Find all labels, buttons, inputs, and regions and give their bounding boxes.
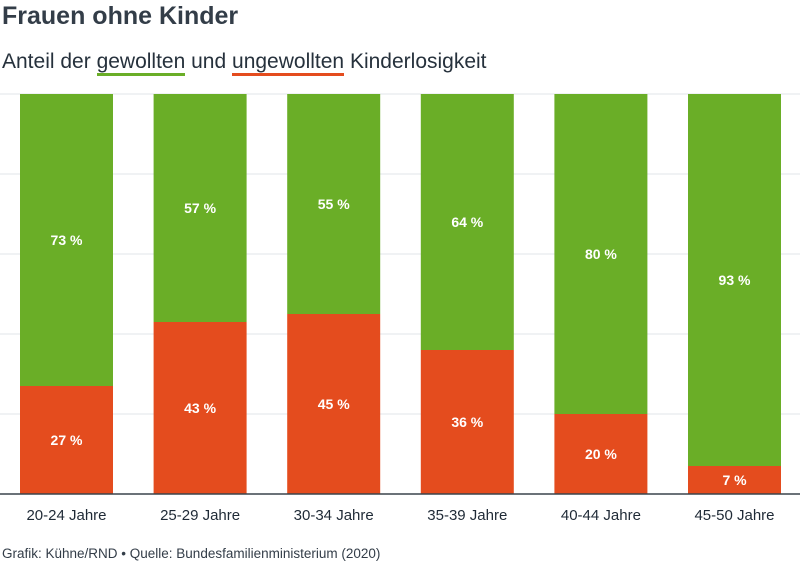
bar-segment-red [20, 386, 113, 494]
bar-segment-red [153, 322, 247, 494]
data-label: 93 % [719, 272, 751, 288]
bar-segment-green [554, 94, 648, 414]
data-label: 27 % [51, 432, 83, 448]
data-label: 43 % [184, 400, 216, 416]
bar-segment-green [688, 94, 781, 466]
x-tick-label: 40-44 Jahre [561, 507, 641, 524]
x-tick-label: 30-34 Jahre [294, 507, 374, 524]
subtitle-suffix: Kinderlosigkeit [344, 50, 487, 73]
bar-segment-red [287, 314, 381, 494]
bar-segment-red [420, 350, 514, 494]
source-credit: Grafik: Kühne/RND • Quelle: Bundesfamili… [2, 546, 381, 561]
subtitle-green-word: gewollten [96, 50, 186, 76]
bar-segment-green [20, 94, 113, 386]
bar-segment-green [420, 94, 514, 350]
x-tick-label: 45-50 Jahre [694, 507, 774, 524]
subtitle-red-word: ungewollten [232, 50, 345, 76]
data-label: 73 % [51, 232, 83, 248]
bar-segment-red [554, 414, 648, 494]
data-label: 45 % [318, 396, 350, 412]
bar-segment-green [287, 94, 381, 314]
stacked-bar-chart: 27 % 73 % 20-24 Jahre 43 % 57 % 25-29 Jahre 45… [0, 93, 800, 524]
subtitle-prefix: Anteil der [2, 50, 97, 73]
data-label: 55 % [318, 196, 350, 212]
bar-segment-green [153, 94, 247, 322]
x-tick-label: 35-39 Jahre [427, 507, 507, 524]
x-tick-label: 25-29 Jahre [160, 507, 240, 524]
data-label: 80 % [585, 246, 617, 262]
data-label: 64 % [451, 214, 483, 230]
data-label: 36 % [451, 414, 483, 430]
subtitle-mid: und [185, 50, 233, 73]
data-label: 57 % [184, 200, 216, 216]
chart-title: Frauen ohne Kinder [2, 2, 239, 30]
x-tick-label: 20-24 Jahre [26, 507, 106, 524]
chart-subtitle: Anteil der gewollten und ungewollten Kin… [2, 50, 487, 76]
data-label: 7 % [722, 472, 747, 488]
bar-segment-red [688, 466, 781, 494]
data-label: 20 % [585, 446, 617, 462]
